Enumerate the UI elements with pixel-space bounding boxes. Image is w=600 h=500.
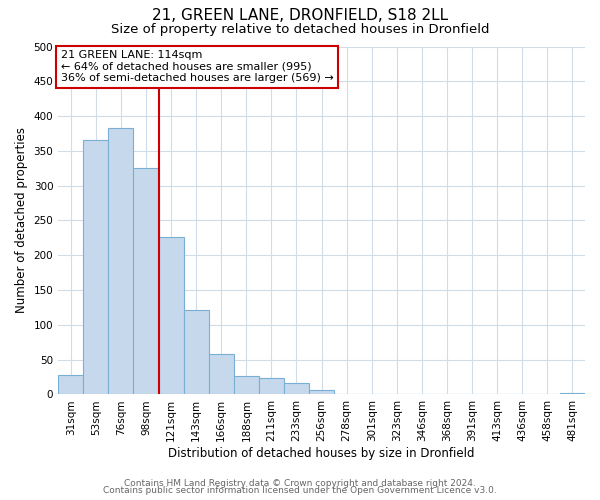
Bar: [58, 375, 83, 394]
Bar: [133, 168, 158, 394]
Text: Contains HM Land Registry data © Crown copyright and database right 2024.: Contains HM Land Registry data © Crown c…: [124, 478, 476, 488]
Bar: [158, 237, 184, 394]
Bar: [109, 128, 133, 394]
Y-axis label: Number of detached properties: Number of detached properties: [15, 128, 28, 314]
Text: Size of property relative to detached houses in Dronfield: Size of property relative to detached ho…: [111, 22, 489, 36]
Bar: [209, 354, 234, 395]
Bar: [184, 310, 209, 394]
X-axis label: Distribution of detached houses by size in Dronfield: Distribution of detached houses by size …: [169, 447, 475, 460]
Bar: [560, 393, 585, 394]
Text: 21 GREEN LANE: 114sqm
← 64% of detached houses are smaller (995)
36% of semi-det: 21 GREEN LANE: 114sqm ← 64% of detached …: [61, 50, 334, 83]
Bar: [309, 390, 334, 394]
Bar: [259, 378, 284, 394]
Bar: [234, 376, 259, 394]
Bar: [83, 140, 109, 394]
Text: 21, GREEN LANE, DRONFIELD, S18 2LL: 21, GREEN LANE, DRONFIELD, S18 2LL: [152, 8, 448, 22]
Bar: [284, 382, 309, 394]
Text: Contains public sector information licensed under the Open Government Licence v3: Contains public sector information licen…: [103, 486, 497, 495]
